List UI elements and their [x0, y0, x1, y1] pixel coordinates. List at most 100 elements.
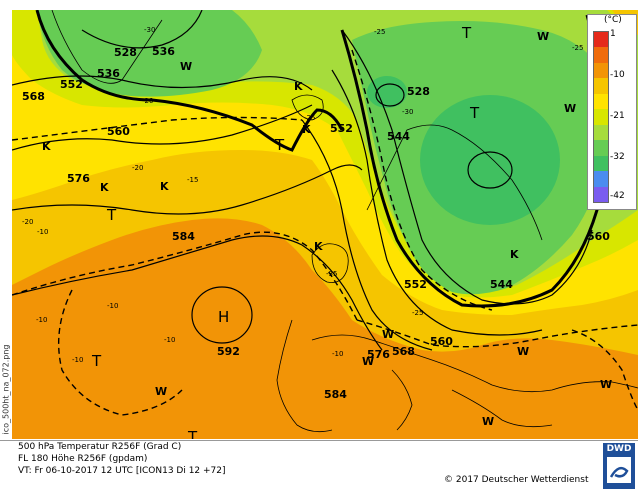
isotherm-20 [12, 116, 303, 141]
contour-label: 544 [490, 278, 513, 291]
air-mass-label: K [294, 80, 303, 93]
legend-tick-minus32: -32 [610, 152, 625, 162]
air-mass-label: W [600, 378, 612, 391]
footer-line-valid-time: VT: Fr 06-10-2017 12 UTC [ICON13 Di 12 +… [18, 466, 226, 476]
contour-core [467, 151, 513, 189]
isotherm-label: -30 [402, 108, 413, 116]
footer-copyright: © 2017 Deutscher Wetterdienst [444, 475, 589, 485]
contour-560-east [301, 119, 433, 351]
cold-core [420, 95, 560, 225]
legend-band [594, 171, 608, 188]
air-mass-label: K [314, 240, 323, 253]
coastline-iceland [291, 94, 324, 121]
air-mass-label: W [482, 415, 494, 428]
air-mass-label: K [100, 181, 109, 194]
temperature-height-map: 528 536 552 568 560 576 584 592 544 528 552 544 560 5… [12, 10, 638, 439]
region-green-northwest [37, 10, 262, 97]
air-mass-label: W [382, 328, 394, 341]
isotherm-label: -10 [36, 316, 47, 324]
air-mass-label: W [564, 102, 576, 115]
legend-band [594, 93, 608, 110]
legend-color-bar [593, 31, 609, 203]
contour-label: 592 [217, 345, 240, 358]
contour-label: 568 [22, 90, 45, 103]
dwd-logo: DWD [603, 443, 635, 489]
side-filename: ico_500ht_na_072.png [0, 344, 12, 440]
pressure-center-label: T [106, 206, 117, 224]
isotherm-10-east [356, 319, 638, 348]
isotherm-25 [351, 49, 493, 311]
contour-label: 536 [97, 67, 120, 80]
coastline-iberia [276, 319, 333, 433]
legend-band [594, 140, 608, 157]
legend-tick-minus10: -10 [610, 70, 625, 80]
map-labels: 528 536 552 568 560 576 584 592 544 528 552 544 560 5… [22, 24, 612, 439]
pressure-center-label: T [461, 24, 472, 42]
isotherm-label: -10 [107, 302, 118, 310]
contour-label: 560 [107, 125, 130, 138]
legend-band [594, 47, 608, 64]
pressure-center-label: T [469, 104, 480, 122]
isotherm-label: -20 [22, 218, 33, 226]
contour-label: 544 [387, 130, 410, 143]
contour-528 [81, 10, 203, 49]
footer-line-temperature: 500 hPa Temperatur R256F (Grad C) [18, 442, 182, 452]
isotherm-label: -15 [187, 176, 198, 184]
dwd-logo-text: DWD [606, 444, 632, 454]
contour-label: 560 [430, 335, 453, 348]
air-mass-label: W [537, 30, 549, 43]
coastline-scandinavia [366, 124, 543, 241]
isotherm-label: -10 [332, 350, 343, 358]
contour-584 [12, 235, 383, 351]
pressure-center-label: H [218, 308, 229, 326]
coastlines [51, 10, 638, 433]
air-mass-label: W [180, 60, 192, 73]
legend-band [594, 32, 608, 48]
legend-tick-minus21: -21 [610, 111, 625, 121]
isotherms [12, 49, 638, 416]
legend-band [594, 155, 608, 172]
contour-label: 552 [404, 278, 427, 291]
air-mass-label: K [302, 123, 311, 136]
temperature-legend: (°C) 1 -10 -21 -32 -42 [587, 14, 637, 210]
isotherm-label: -10 [37, 228, 48, 236]
air-mass-label: K [160, 180, 169, 193]
isotherm-label: -35 [326, 270, 337, 278]
isotherm-label: -10 [72, 356, 83, 364]
contour-label: 528 [114, 46, 137, 59]
legend-band [594, 124, 608, 141]
pressure-center-label: T [274, 136, 285, 154]
air-mass-label: K [510, 248, 519, 261]
contour-552 [331, 69, 543, 336]
coastline-greenland [51, 10, 163, 84]
contour-label: 584 [172, 230, 195, 243]
coastline-south-europe [311, 334, 638, 393]
isotherm-10-southeast [571, 329, 638, 411]
pressure-center-label: T [91, 352, 102, 370]
isotherm-label: -25 [572, 44, 583, 52]
isotherm-10-southwest [58, 289, 183, 416]
contour-label: 576 [67, 172, 90, 185]
legend-band [594, 109, 608, 126]
air-mass-label: K [42, 140, 51, 153]
legend-tick-1: 1 [610, 29, 616, 39]
side-filename-text: ico_500ht_na_072.png [1, 344, 11, 435]
contour-label: 552 [60, 78, 83, 91]
air-mass-label: W [155, 385, 167, 398]
isotherm-label: -20 [132, 164, 143, 172]
contour-544 [341, 29, 593, 305]
cold-pocket [367, 76, 407, 108]
contour-label: 552 [330, 122, 353, 135]
air-mass-label: W [362, 355, 374, 368]
contour-label: 584 [324, 388, 347, 401]
coastline-balkans [451, 389, 553, 428]
legend-band [594, 186, 608, 203]
map-footer: 500 hPa Temperatur R256F (Grad C) FL 180… [0, 440, 638, 492]
contour-label: 576 [367, 348, 390, 361]
isotherm-label: -20 [142, 97, 153, 105]
legend-band [594, 78, 608, 95]
isotherm-label: -25 [304, 114, 315, 122]
coastline-british-isles [311, 243, 349, 283]
isotherm-label: -25 [374, 28, 385, 36]
